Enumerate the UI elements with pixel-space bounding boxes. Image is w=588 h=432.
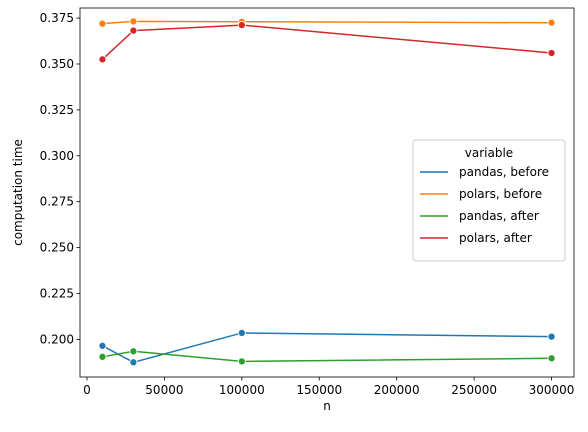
data-point bbox=[129, 17, 138, 26]
data-point bbox=[547, 354, 556, 363]
x-tick-label: 300000 bbox=[529, 383, 575, 397]
legend-item: pandas, after bbox=[420, 209, 539, 223]
x-tick-label: 150000 bbox=[296, 383, 342, 397]
x-tick-label: 250000 bbox=[451, 383, 497, 397]
x-tick-label: 50000 bbox=[145, 383, 183, 397]
legend-label: pandas, before bbox=[459, 165, 549, 179]
legend-item: polars, after bbox=[420, 231, 532, 245]
y-tick-label: 0.200 bbox=[40, 332, 74, 346]
x-tick-label: 0 bbox=[83, 383, 91, 397]
data-point bbox=[98, 55, 107, 64]
legend-label: polars, before bbox=[459, 187, 542, 201]
data-point bbox=[98, 19, 107, 28]
series-line bbox=[101, 24, 552, 60]
data-point bbox=[547, 332, 556, 341]
series-polars-before bbox=[98, 17, 556, 28]
y-tick-label: 0.325 bbox=[40, 103, 74, 117]
y-axis: 0.200 0.225 0.250 0.275 0.300 0.325 0.350 0.375 bbox=[40, 11, 80, 346]
plot-area bbox=[79, 7, 575, 378]
data-point bbox=[129, 358, 138, 367]
y-tick-label: 0.350 bbox=[40, 57, 74, 71]
data-point bbox=[237, 21, 246, 30]
y-tick-label: 0.250 bbox=[40, 241, 74, 255]
series-line bbox=[102, 20, 552, 25]
legend-label: polars, after bbox=[459, 231, 532, 245]
legend: variable pandas, before polars, before pan… bbox=[412, 139, 566, 262]
x-axis: 0 50000 100000 150000 200000 250000 300000 bbox=[83, 377, 574, 397]
data-point bbox=[237, 357, 246, 366]
data-point bbox=[129, 347, 138, 356]
series-group bbox=[98, 17, 556, 367]
legend-item: pandas, before bbox=[420, 165, 549, 179]
y-tick-label: 0.275 bbox=[40, 195, 74, 209]
x-tick-label: 100000 bbox=[219, 383, 265, 397]
data-point bbox=[237, 328, 246, 337]
legend-item: polars, before bbox=[420, 187, 542, 201]
series-line bbox=[102, 332, 552, 364]
y-tick-label: 0.225 bbox=[40, 286, 74, 300]
series-pandas-after bbox=[98, 347, 556, 366]
legend-label: pandas, after bbox=[459, 209, 539, 223]
y-tick-label: 0.300 bbox=[40, 149, 74, 163]
data-point bbox=[547, 48, 556, 58]
data-point bbox=[98, 352, 107, 361]
y-axis-label: computation time bbox=[11, 139, 25, 246]
y-tick-label: 0.375 bbox=[40, 11, 74, 25]
legend-title: variable bbox=[465, 146, 513, 160]
data-point bbox=[129, 26, 138, 35]
series-polars-after bbox=[98, 21, 556, 64]
x-axis-label: n bbox=[323, 399, 331, 413]
series-line bbox=[102, 350, 552, 363]
data-point bbox=[547, 18, 556, 27]
data-point bbox=[98, 341, 107, 350]
legend-box bbox=[412, 139, 566, 262]
x-tick-label: 200000 bbox=[374, 383, 420, 397]
